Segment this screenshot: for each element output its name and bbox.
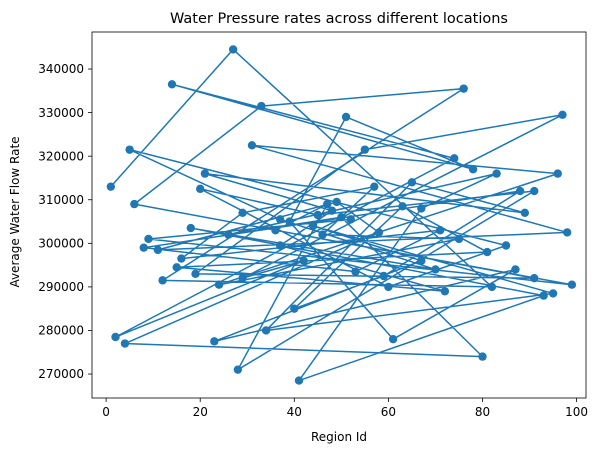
x-tick-label: 20 [193, 405, 208, 419]
data-point [200, 169, 210, 178]
data-point [370, 182, 379, 191]
data-point [553, 169, 562, 178]
x-tick-label: 40 [287, 405, 302, 419]
y-tick-label: 270000 [38, 367, 84, 381]
data-point [450, 154, 459, 163]
data-point [520, 208, 530, 218]
data-point [233, 365, 243, 374]
data-point [158, 276, 167, 285]
data-point [214, 280, 224, 289]
data-point [224, 230, 233, 239]
data-point [511, 265, 520, 274]
data-point [360, 145, 370, 154]
data-point [478, 352, 487, 361]
y-tick-label: 310000 [38, 193, 84, 207]
data-point [459, 84, 468, 93]
x-axis: 0 20 40 60 80 100 [102, 398, 588, 419]
data-point [379, 271, 388, 281]
data-point [247, 141, 257, 150]
data-point [186, 223, 195, 233]
data-point [261, 326, 271, 335]
plot-area [91, 31, 587, 399]
data-point [337, 212, 346, 222]
data-point [558, 110, 567, 119]
data-point [308, 221, 318, 231]
data-point [172, 263, 181, 272]
y-tick-label: 340000 [38, 62, 84, 76]
data-point [139, 243, 148, 252]
data-point [431, 265, 440, 274]
data-point [346, 215, 355, 224]
y-tick-label: 280000 [38, 324, 84, 338]
data-point [210, 337, 219, 346]
y-tick-label: 290000 [38, 280, 84, 294]
data-point [120, 339, 130, 348]
x-tick-label: 0 [102, 405, 110, 419]
data-point [440, 287, 450, 296]
y-tick-label: 320000 [38, 149, 84, 163]
data-point [332, 197, 341, 207]
y-axis-label: Average Water Flow Rate [8, 136, 22, 287]
data-point [290, 304, 299, 313]
chart-title: Water Pressure rates across different lo… [170, 11, 508, 27]
data-point [374, 228, 384, 237]
data-point [238, 208, 247, 218]
data-point [144, 234, 153, 244]
data-point [275, 215, 285, 224]
data-point [407, 178, 417, 187]
data-point [435, 226, 445, 235]
data-point [530, 273, 539, 283]
x-axis-label: Region Id [311, 430, 367, 444]
data-point [285, 217, 294, 226]
data-point [177, 254, 186, 263]
plot-frame [91, 31, 587, 399]
data-point [257, 101, 266, 111]
data-point [398, 202, 407, 211]
data-point [299, 256, 308, 265]
data-point [417, 256, 426, 265]
data-point [539, 291, 548, 300]
data-point [275, 241, 285, 250]
data-point [271, 226, 280, 235]
data-point [351, 267, 360, 276]
data-point [515, 186, 525, 196]
data-point [318, 230, 327, 239]
data-point [417, 204, 426, 213]
data-point [125, 145, 134, 154]
data-point [468, 165, 478, 174]
data-point [191, 269, 200, 279]
data-point [567, 280, 577, 289]
data-point [341, 112, 351, 122]
data-point [111, 332, 120, 342]
data-point [130, 199, 139, 209]
data-point [384, 282, 393, 292]
y-axis: 270000 280000 290000 300000 310000 320000 3300… [38, 62, 92, 381]
data-point [153, 245, 163, 255]
data-point [294, 376, 304, 385]
data-point [548, 289, 558, 298]
series-line [110, 48, 573, 382]
y-tick-label: 300000 [38, 237, 84, 251]
data-point [562, 228, 572, 237]
data-point [323, 199, 332, 209]
data-point [501, 241, 511, 250]
data-point [530, 186, 539, 196]
data-point [106, 182, 116, 191]
data-point [483, 247, 492, 257]
data-point [313, 210, 323, 220]
x-tick-label: 80 [475, 405, 490, 419]
data-point [228, 45, 238, 54]
data-point [196, 184, 205, 194]
data-point [238, 273, 247, 283]
data-point [327, 206, 337, 215]
x-tick-label: 100 [565, 405, 588, 419]
data-point [492, 169, 501, 178]
data-point [487, 282, 497, 292]
x-tick-label: 60 [381, 405, 396, 419]
y-tick-label: 330000 [38, 106, 84, 120]
data-point [454, 234, 464, 244]
data-point [167, 80, 177, 89]
data-point [388, 334, 398, 344]
